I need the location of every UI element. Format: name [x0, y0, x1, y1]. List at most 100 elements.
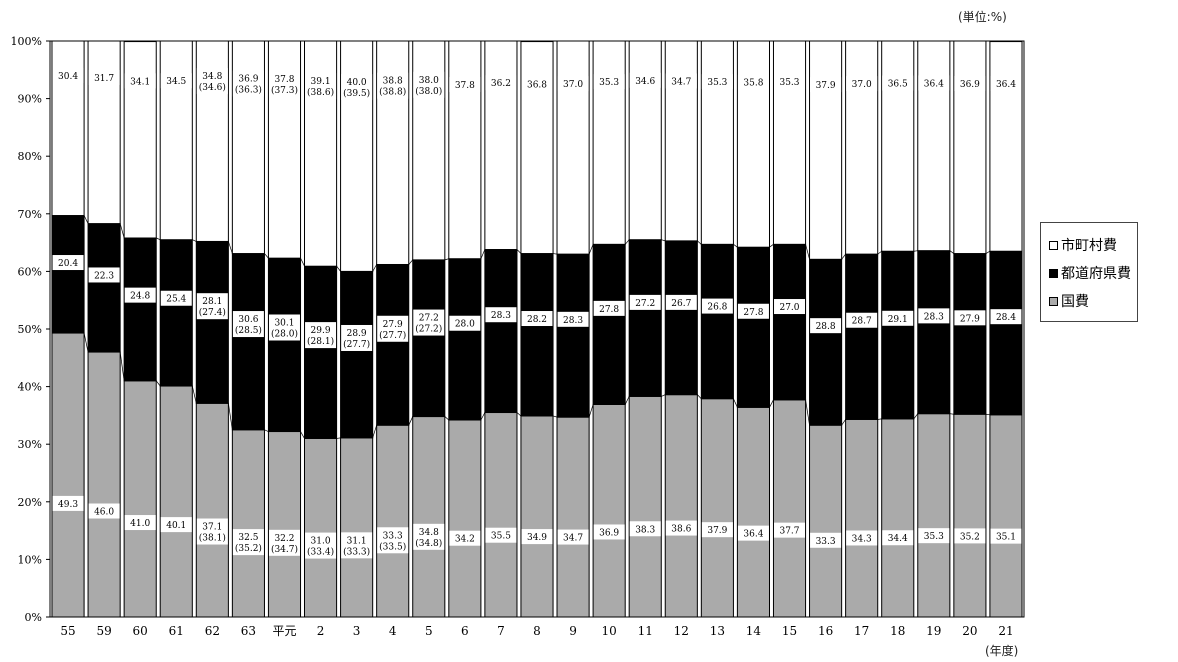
- data-label-municipality: 36.4: [996, 80, 1016, 90]
- series-connector: [408, 416, 414, 426]
- data-label-box: [413, 309, 445, 336]
- data-label-national: 46.0: [94, 508, 114, 518]
- data-label-national: 31.0: [311, 537, 331, 547]
- data-label-box: [485, 75, 517, 91]
- data-label-box: [232, 311, 264, 338]
- bar-national: [195, 402, 229, 618]
- legend-label-prefecture: 都道府県費: [1061, 266, 1131, 282]
- series-connector: [552, 415, 558, 418]
- series-connector: [119, 223, 125, 239]
- series-connector: [336, 437, 341, 439]
- data-label-municipality: 36.8: [527, 80, 547, 90]
- data-label-municipality: 34.1: [130, 77, 150, 87]
- x-tick-label: 8: [533, 624, 541, 638]
- data-label-box: [882, 530, 914, 546]
- series-connector: [805, 399, 810, 426]
- data-label-box: [557, 529, 589, 545]
- data-label-box: [737, 525, 769, 541]
- bar-municipality: [159, 40, 193, 241]
- data-label-municipality: 37.8: [274, 75, 294, 85]
- data-label-box: [593, 74, 625, 90]
- series-connector: [83, 215, 89, 224]
- bar-municipality: [881, 40, 915, 252]
- data-label-national: 36.9: [599, 528, 619, 538]
- series-connector: [264, 253, 269, 259]
- bar-national: [881, 418, 915, 618]
- data-label-municipality: 35.3: [707, 78, 727, 88]
- x-tick-label: 7: [497, 624, 505, 638]
- bar-prefecture: [592, 243, 626, 405]
- bar-prefecture: [772, 243, 807, 401]
- x-tick-label: 20: [962, 624, 977, 638]
- bar-national: [628, 395, 662, 618]
- data-label-box: [52, 495, 84, 511]
- data-label-national: (33.3): [343, 546, 370, 557]
- data-label-national: 33.3: [816, 537, 836, 547]
- bar-national: [484, 412, 518, 618]
- legend-item-municipality: 市町村費: [1049, 231, 1131, 259]
- data-label-box: [810, 532, 842, 548]
- series-connector: [949, 250, 955, 254]
- bar-national: [592, 403, 626, 618]
- series-connector: [191, 385, 197, 404]
- bar-prefecture: [340, 270, 374, 439]
- data-label-box: [377, 72, 409, 99]
- bar-prefecture: [51, 215, 85, 334]
- series-connector: [949, 413, 954, 415]
- series-connector: [985, 250, 991, 254]
- data-label-national: 37.9: [707, 526, 727, 536]
- data-label-box: [701, 298, 733, 314]
- series-connector: [697, 240, 702, 245]
- y-tick-label: 40%: [18, 381, 42, 394]
- y-tick-label: 90%: [18, 93, 42, 106]
- data-label-national: 38.6: [671, 525, 691, 535]
- x-tick-label: 60: [133, 624, 148, 638]
- bar-municipality: [484, 40, 518, 251]
- data-label-box: [196, 293, 228, 320]
- bar-prefecture: [628, 239, 662, 397]
- series-connector: [661, 239, 666, 242]
- bar-national: [772, 399, 807, 618]
- series-connector: [372, 425, 377, 438]
- data-label-box: [52, 67, 84, 83]
- bar-national: [556, 416, 590, 618]
- bar-prefecture: [195, 240, 229, 404]
- series-connector: [480, 412, 486, 421]
- series-connector: [805, 244, 810, 260]
- data-label-national: 40.1: [166, 521, 186, 531]
- data-label-box: [268, 314, 300, 341]
- data-label-box: [160, 517, 192, 533]
- y-tick-label: 60%: [18, 265, 42, 278]
- data-label-national: 34.9: [527, 533, 547, 543]
- data-label-municipality: (36.3): [235, 85, 262, 96]
- y-tick-label: 10%: [18, 553, 42, 566]
- data-label-box: [449, 315, 481, 331]
- bar-national: [123, 380, 157, 618]
- data-label-box: [557, 76, 589, 92]
- data-label-municipality: 36.4: [924, 79, 944, 89]
- data-label-prefecture: (27.7): [343, 339, 370, 350]
- data-label-box: [990, 309, 1022, 325]
- series-connector: [156, 237, 161, 241]
- data-label-box: [160, 290, 192, 306]
- data-label-municipality: (37.3): [271, 85, 298, 96]
- series-connector: [336, 266, 341, 272]
- bar-national: [267, 431, 302, 618]
- bar-prefecture: [953, 253, 987, 415]
- data-label-municipality: 35.8: [743, 79, 763, 89]
- series-connector: [841, 419, 846, 426]
- data-label-municipality: 34.8: [202, 72, 222, 82]
- data-label-box: [341, 532, 373, 559]
- legend-item-prefecture: 都道府県費: [1049, 259, 1131, 287]
- data-label-box: [196, 68, 228, 95]
- bar-municipality: [87, 40, 121, 225]
- data-label-box: [52, 255, 84, 271]
- data-label-municipality: 36.5: [888, 80, 908, 90]
- data-label-municipality: 31.7: [94, 74, 114, 84]
- x-tick-label: 12: [674, 624, 689, 638]
- data-label-prefecture: (28.1): [307, 336, 334, 347]
- y-tick-label: 20%: [18, 496, 42, 509]
- data-label-box: [485, 307, 517, 323]
- data-label-box: [88, 267, 120, 283]
